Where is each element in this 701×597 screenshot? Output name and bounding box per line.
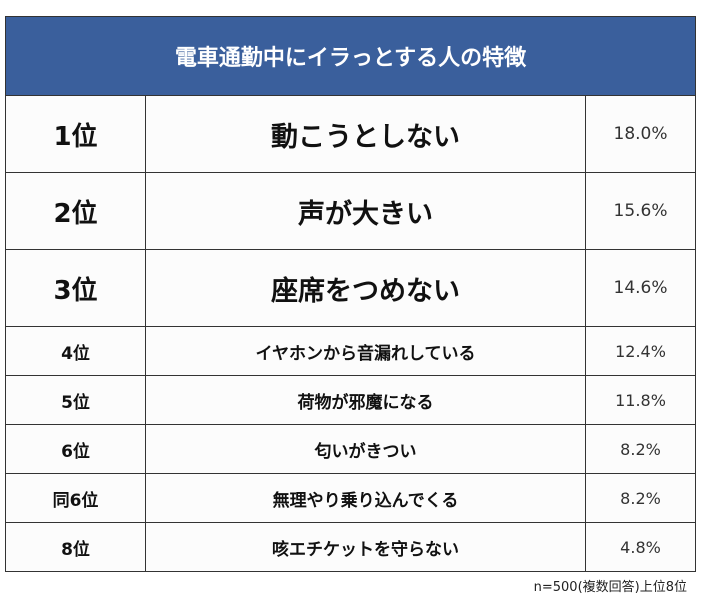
item-cell: 無理やり乗り込んでくる bbox=[145, 473, 586, 523]
table-row: 5位 荷物が邪魔になる 11.8% bbox=[5, 375, 697, 425]
item-cell: 動こうとしない bbox=[145, 95, 586, 173]
item-cell: イヤホンから音漏れしている bbox=[145, 326, 586, 376]
rank-cell: 3位 bbox=[5, 249, 146, 327]
percent-cell: 12.4% bbox=[584, 326, 697, 376]
rank-cell: 4位 bbox=[5, 326, 146, 376]
percent-cell: 11.8% bbox=[584, 375, 697, 425]
table-row: 6位 匂いがきつい 8.2% bbox=[5, 424, 697, 474]
item-cell: 咳エチケットを守らない bbox=[145, 522, 586, 572]
ranking-table: 電車通勤中にイラっとする人の特徴 1位 動こうとしない 18.0% 2位 声が大きい 1… bbox=[4, 16, 697, 572]
table-row: 2位 声が大きい 15.6% bbox=[5, 172, 697, 250]
rank-cell: 2位 bbox=[5, 172, 146, 250]
percent-cell: 18.0% bbox=[584, 95, 697, 173]
table-row: 3位 座席をつめない 14.6% bbox=[5, 249, 697, 327]
table-row: 同6位 無理やり乗り込んでくる 8.2% bbox=[5, 473, 697, 523]
item-cell: 匂いがきつい bbox=[145, 424, 586, 474]
table-title: 電車通勤中にイラっとする人の特徴 bbox=[4, 16, 697, 96]
percent-cell: 8.2% bbox=[584, 473, 697, 523]
item-cell: 荷物が邪魔になる bbox=[145, 375, 586, 425]
percent-cell: 14.6% bbox=[584, 249, 697, 327]
item-cell: 座席をつめない bbox=[145, 249, 586, 327]
rank-cell: 1位 bbox=[5, 95, 146, 173]
table-row: 4位 イヤホンから音漏れしている 12.4% bbox=[5, 326, 697, 376]
item-cell: 声が大きい bbox=[145, 172, 586, 250]
table-row: 8位 咳エチケットを守らない 4.8% bbox=[5, 522, 697, 572]
table-row: 1位 動こうとしない 18.0% bbox=[5, 95, 697, 173]
percent-cell: 8.2% bbox=[584, 424, 697, 474]
percent-cell: 15.6% bbox=[584, 172, 697, 250]
rank-cell: 同6位 bbox=[5, 473, 146, 523]
footnote: n=500(複数回答)上位8位 bbox=[533, 580, 687, 595]
percent-cell: 4.8% bbox=[584, 522, 697, 572]
rank-cell: 6位 bbox=[5, 424, 146, 474]
rank-cell: 5位 bbox=[5, 375, 146, 425]
rank-cell: 8位 bbox=[5, 522, 146, 572]
